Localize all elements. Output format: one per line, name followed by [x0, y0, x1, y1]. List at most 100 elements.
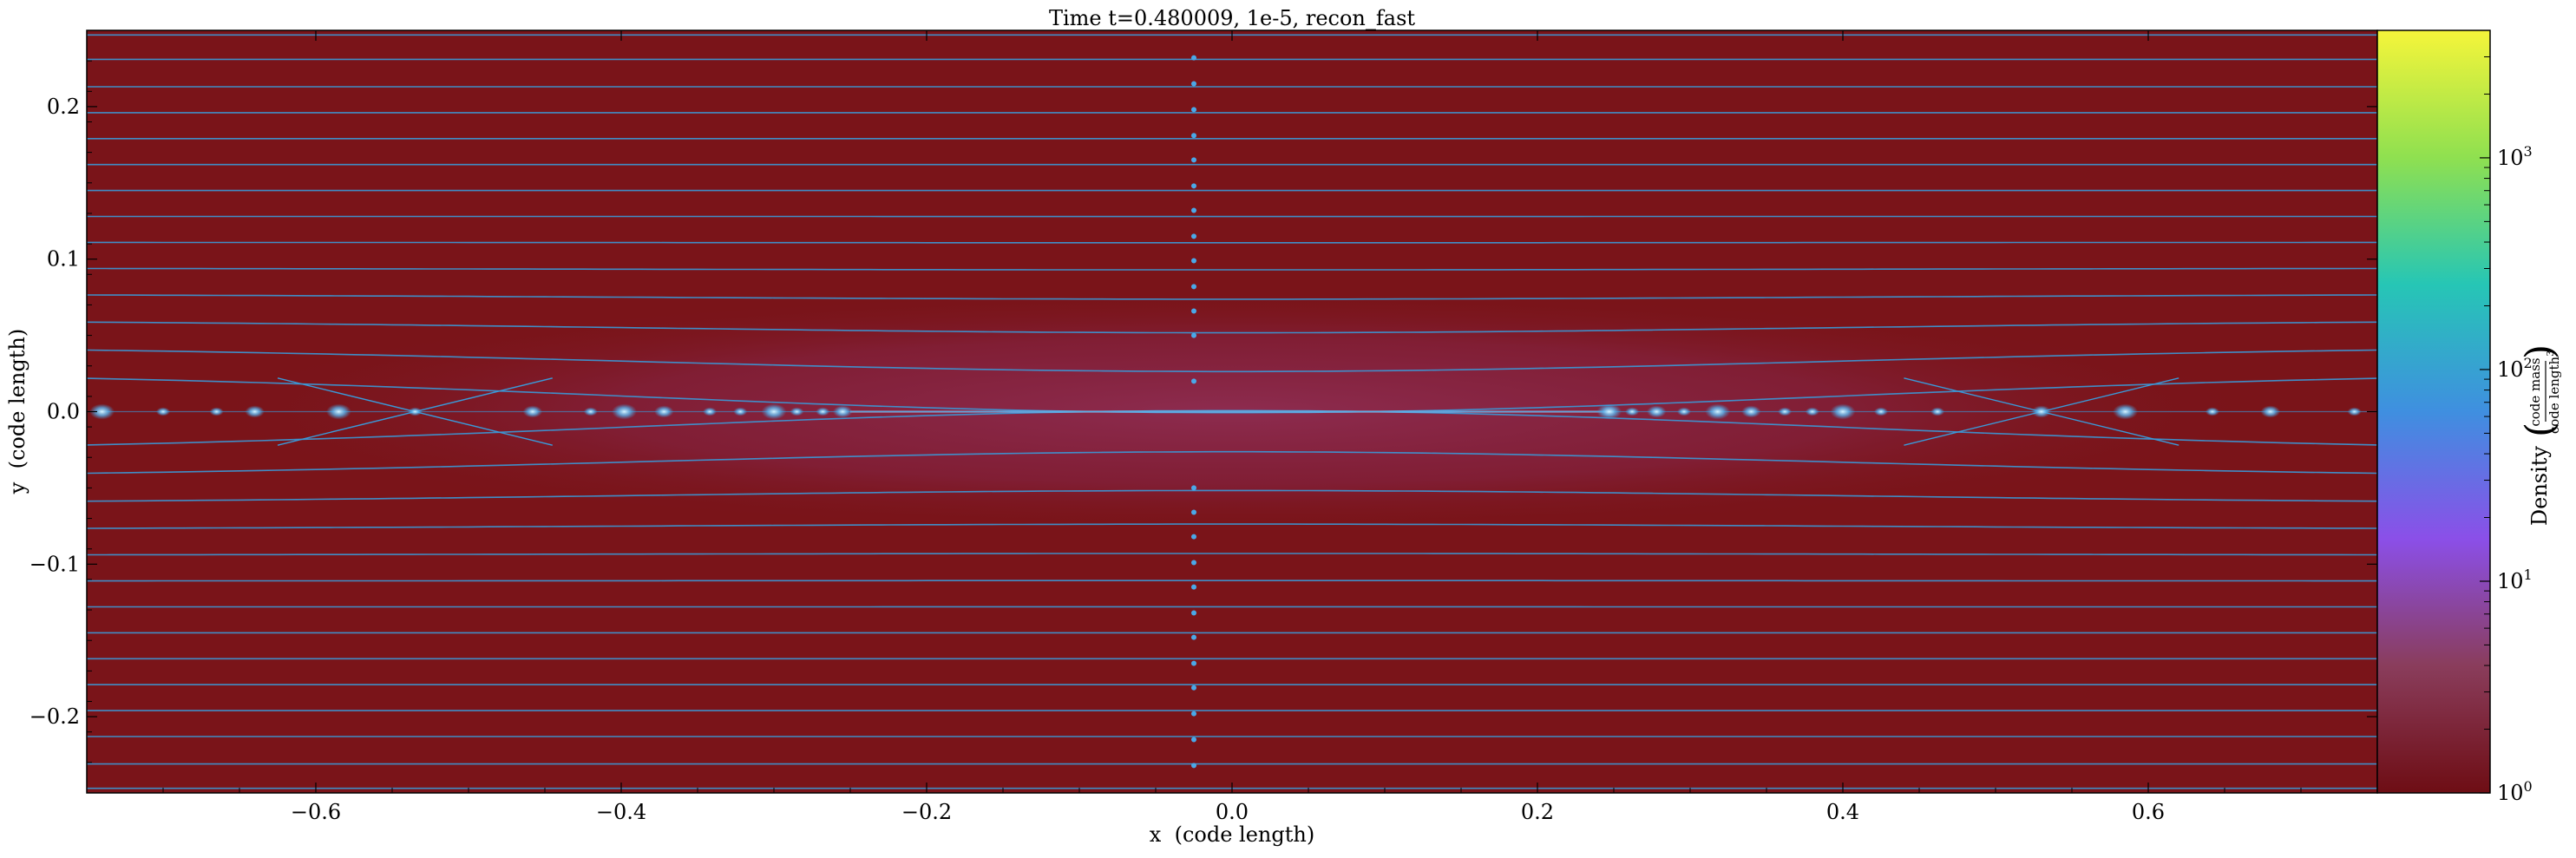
colorbar-unit-numerator: code mass — [2527, 357, 2543, 426]
plasmoid — [833, 405, 853, 418]
y-tick-label: −0.1 — [29, 552, 80, 576]
y-axis: −0.2 −0.1 0.0 0.1 0.2 — [29, 29, 2377, 794]
colorbar-gradient — [2377, 30, 2490, 793]
stream-marker — [1191, 711, 1196, 717]
plasmoid — [790, 407, 804, 416]
plasmoid — [2113, 403, 2139, 420]
colorbar: 100 101 102 103 Density ( code mass code le… — [2376, 29, 2562, 805]
stream-marker — [1191, 258, 1196, 264]
stream-marker — [1191, 81, 1196, 87]
plasmoids-group — [89, 403, 2362, 420]
plasmoid — [1705, 403, 1731, 420]
x-tick-label: −0.4 — [596, 800, 646, 824]
x-tick-label: 0.6 — [2132, 800, 2165, 824]
plasmoid — [654, 405, 674, 418]
plasmoid — [2205, 407, 2219, 416]
plasmoid — [1874, 407, 1888, 416]
y-tick-label: 0.2 — [47, 95, 80, 119]
colorbar-unit-denominator-base: code length — [2547, 357, 2562, 435]
plasmoid — [522, 405, 543, 418]
plasmoid — [408, 407, 423, 416]
plasmoid — [612, 403, 637, 420]
plasmoid — [89, 403, 115, 420]
streamline — [87, 294, 2377, 300]
colorbar-frame — [2376, 29, 2491, 794]
plasmoid — [1930, 407, 1945, 416]
colorbar-ticks: 100 101 102 103 — [2480, 29, 2533, 805]
streamline — [87, 489, 2377, 502]
plasmoid — [1647, 405, 1667, 418]
x-tick-label: 0.2 — [1521, 800, 1554, 824]
stream-marker — [1191, 55, 1196, 61]
stream-marker — [1191, 763, 1196, 769]
x-tick-label: 0.4 — [1826, 800, 1859, 824]
x-tick-label: −0.6 — [291, 800, 341, 824]
plasmoid — [1778, 407, 1793, 416]
stream-marker — [1191, 509, 1196, 515]
plasmoid — [703, 407, 718, 416]
stream-marker — [1191, 233, 1196, 239]
colorbar-unit-denominator: code length3 — [2545, 350, 2562, 434]
stream-marker — [1191, 332, 1196, 338]
stream-marker — [1191, 660, 1196, 666]
plasmoid — [156, 407, 170, 416]
stream-marker — [1191, 308, 1196, 314]
plasmoid — [1741, 405, 1761, 418]
y-axis-label: y (code length) — [5, 329, 29, 494]
stream-marker — [1191, 584, 1196, 590]
colorbar-label-text: Density — [2527, 446, 2552, 527]
colorbar-tick-label: 100 — [2497, 778, 2533, 805]
stream-marker — [1191, 560, 1196, 566]
stream-marker — [1191, 133, 1196, 139]
stream-marker — [1191, 634, 1196, 640]
x-tick-label: 0.0 — [1216, 800, 1249, 824]
stream-marker — [1191, 610, 1196, 616]
plasmoid — [2347, 407, 2362, 416]
stream-marker — [1191, 183, 1196, 189]
streamline — [87, 321, 2377, 334]
y-tick-label: 0.0 — [47, 400, 80, 424]
plasmoid — [1676, 407, 1691, 416]
stream-marker — [1191, 207, 1196, 213]
y-tick-label: −0.2 — [29, 704, 80, 729]
plasmoid — [816, 407, 830, 416]
plasmoid — [326, 403, 351, 420]
x-axis-label: x (code length) — [1150, 822, 1314, 847]
x-tick-label: −0.2 — [901, 800, 952, 824]
colorbar-paren-left: ( — [2518, 422, 2562, 437]
colorbar-tick-label: 101 — [2497, 567, 2533, 593]
chart-title: Time t=0.480009, 1e-5, recon_fast — [1049, 6, 1415, 30]
streamline — [87, 450, 2377, 475]
plasmoid — [733, 407, 748, 416]
plasmoid — [1805, 407, 1819, 416]
stream-marker — [1191, 378, 1196, 384]
streamline — [87, 553, 2377, 556]
plasmoid — [1596, 403, 1622, 420]
plasmoid — [209, 407, 224, 416]
streamline — [87, 349, 2377, 373]
stream-marker — [1191, 485, 1196, 491]
colorbar-unit-exponent: 3 — [2545, 350, 2556, 357]
stream-marker — [1191, 534, 1196, 540]
plasmoid — [1830, 403, 1856, 420]
vertical-dots-group — [1191, 55, 1196, 769]
plasmoid — [2031, 405, 2051, 418]
y-tick-label: 0.1 — [47, 247, 80, 272]
streamline — [87, 377, 2377, 414]
colorbar-label: Density ( code mass code length3 ) — [2518, 344, 2562, 526]
stream-marker — [1191, 107, 1196, 113]
stream-marker — [1191, 157, 1196, 163]
plasmoid — [1625, 407, 1640, 416]
streamline — [87, 267, 2377, 271]
streamline — [87, 523, 2377, 529]
stream-marker — [1191, 684, 1196, 691]
colorbar-tick-label: 103 — [2497, 143, 2533, 170]
colorbar-paren-right: ) — [2518, 344, 2562, 359]
plasmoid — [2260, 405, 2280, 418]
x-axis: −0.6 −0.4 −0.2 0.0 0.2 0.4 0.6 — [86, 30, 2378, 824]
stream-marker — [1191, 284, 1196, 290]
plasmoid — [761, 403, 787, 420]
stream-marker — [1191, 737, 1196, 743]
plot-area — [86, 29, 2378, 794]
